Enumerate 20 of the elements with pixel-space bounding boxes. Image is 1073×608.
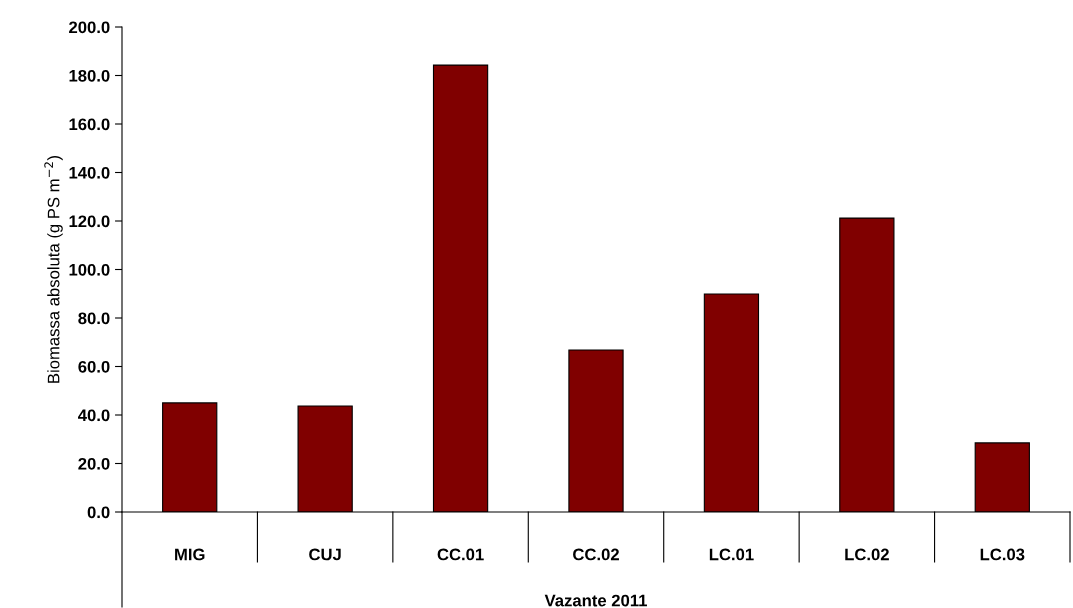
x-tick-label: LC.01	[709, 548, 754, 561]
y-tick-label: 60.0	[78, 360, 110, 373]
x-tick-label: LC.03	[980, 548, 1025, 561]
y-tick-label: 180.0	[69, 69, 110, 82]
y-tick-label: 100.0	[69, 263, 110, 276]
y-tick-label: 80.0	[78, 312, 110, 325]
y-tick-label: 160.0	[69, 118, 110, 131]
x-axis-title: Vazante 2011	[544, 594, 647, 607]
x-tick-label: MIG	[175, 548, 205, 561]
y-tick-label: 120.0	[69, 215, 110, 228]
y-tick-label: 140.0	[69, 166, 110, 179]
y-tick-label: 200.0	[69, 21, 110, 34]
x-tick-label: LC.02	[845, 548, 889, 561]
x-tick-label: CC.02	[573, 548, 619, 561]
y-tick-label: 20.0	[78, 457, 110, 470]
x-tick-label: CC.01	[437, 548, 484, 561]
y-axis-title: Biomassa absoluta (g PS m$^{−2}$)	[44, 156, 63, 383]
y-tick-label: 40.0	[78, 409, 110, 422]
x-tick-label: CUJ	[309, 548, 341, 561]
y-tick-label: 0.0	[87, 506, 110, 519]
